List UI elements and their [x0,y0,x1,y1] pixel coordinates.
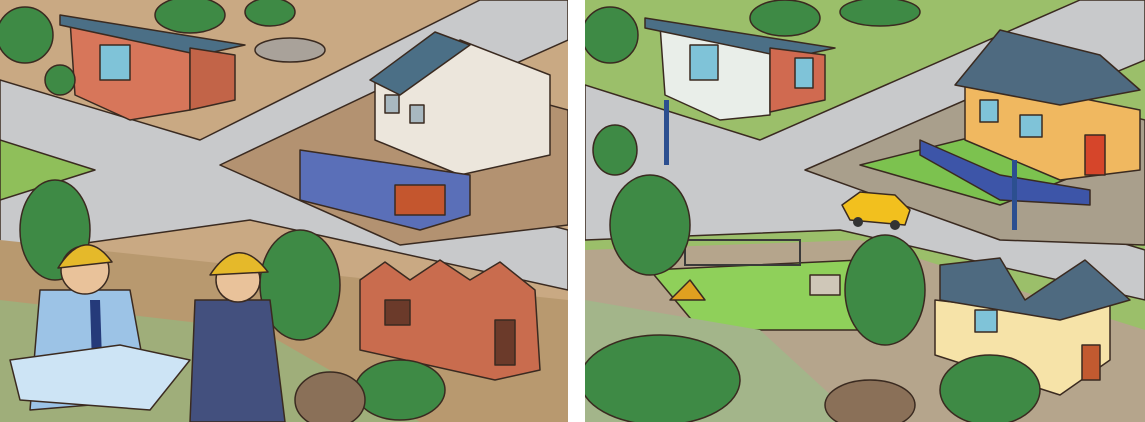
hard-hat [57,244,113,269]
tree [749,0,821,37]
bricks [394,184,446,216]
yellow-cottage [934,257,1131,396]
frame-roof [369,31,471,96]
boulder [824,379,916,422]
wheel [853,217,863,227]
door [1084,134,1106,176]
fence [299,149,471,231]
window [384,94,400,114]
hedge-wall [919,139,1091,206]
brick-shell [359,259,541,381]
lamp-post [1012,160,1017,230]
door-hole [494,319,516,366]
tree [244,0,296,27]
window-hole [384,299,411,326]
worker-left [9,244,191,411]
orange-house [919,29,1141,206]
boulder [294,371,366,422]
tree [592,124,638,176]
tree [585,6,639,64]
window [1019,114,1043,138]
tree [609,174,691,276]
tree [844,234,926,346]
tree [0,6,54,64]
rock-pile [254,37,326,63]
tree [154,0,226,34]
white-house [644,17,836,121]
house-side [189,47,236,111]
door [1081,344,1101,381]
worker-right [189,252,286,422]
window [99,44,131,81]
car-body [841,191,911,226]
house-roof [954,29,1141,106]
bush [939,354,1041,422]
window [979,99,999,123]
window [409,104,425,124]
right-scene [585,0,1145,422]
slide [669,279,706,301]
tree [839,0,921,27]
lamp-post [664,100,669,165]
bush [354,359,446,421]
trees [585,0,1041,422]
right-panel [585,0,1145,422]
hard-hat [209,252,269,276]
park-fence [684,239,801,266]
house-frame [369,31,551,176]
house-roof [939,257,1131,321]
left-scene [0,0,568,422]
bench [809,274,841,296]
car [841,191,911,230]
trees [0,0,446,422]
window [689,44,719,81]
window [974,309,998,333]
tree [44,64,76,96]
window [794,57,814,89]
brick-house [59,14,246,121]
left-panel [0,0,568,422]
wheel [890,220,900,230]
shirt [189,299,286,422]
blueprint [9,344,191,411]
bush [585,334,741,422]
